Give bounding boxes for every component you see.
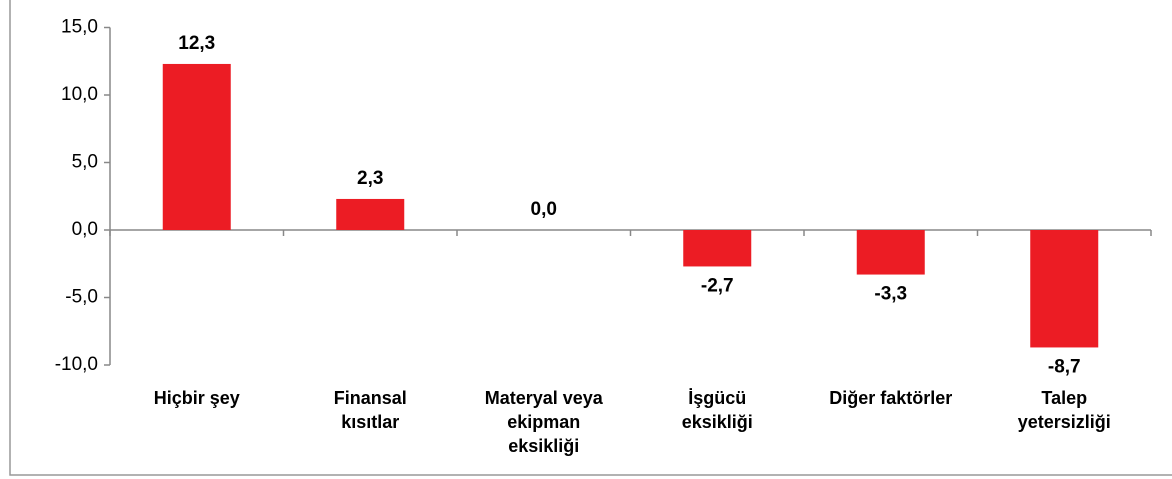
value-label: 2,3	[357, 168, 383, 189]
x-tick-label: Diğer faktörler	[829, 388, 953, 408]
y-tick-label: 0,0	[72, 219, 98, 240]
x-tick-label: Talep yetersizliği	[1017, 388, 1111, 432]
value-label: 0,0	[531, 199, 557, 220]
bar	[683, 230, 752, 267]
bar	[1030, 230, 1099, 348]
y-tick-label: -5,0	[65, 287, 98, 308]
frame	[9, 0, 1172, 476]
x-tick-label: İşgücü eksikliği	[681, 388, 753, 432]
bar	[856, 230, 925, 275]
x-tick-label: Finansal kısıtlar	[333, 388, 407, 432]
x-tick-label: Hiçbir şey	[153, 388, 240, 408]
value-label: -3,3	[874, 284, 907, 305]
value-label: -2,7	[701, 275, 734, 296]
y-tick-label: -10,0	[55, 354, 98, 375]
bar	[162, 63, 231, 231]
value-label: -8,7	[1048, 356, 1081, 377]
bar	[336, 198, 405, 230]
x-tick-label: Materyal veya ekipman eksikliği	[484, 388, 603, 456]
y-tick-label: 10,0	[61, 84, 98, 105]
y-tick-label: 15,0	[61, 17, 98, 38]
value-label: 12,3	[178, 33, 215, 54]
y-tick-label: 5,0	[72, 152, 98, 173]
